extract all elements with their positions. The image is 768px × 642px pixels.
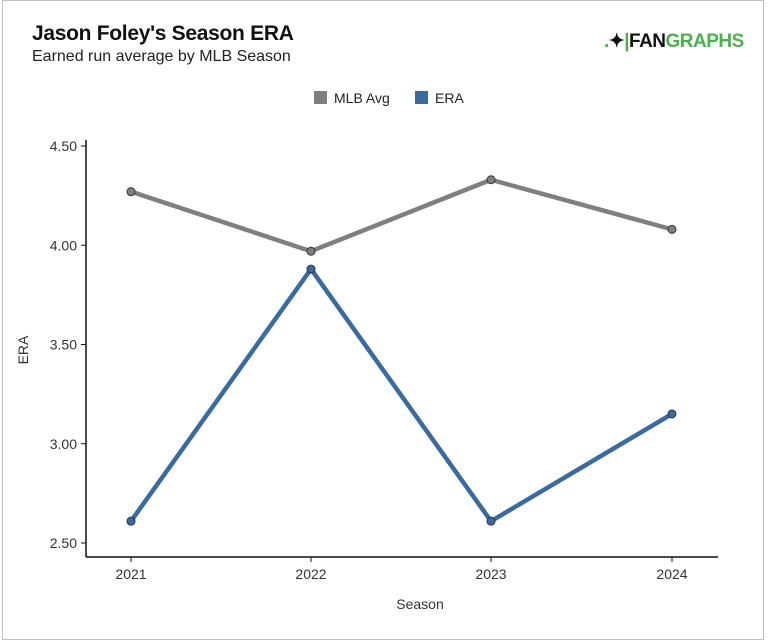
x-axis-label: Season <box>396 596 443 612</box>
era-point <box>667 409 677 419</box>
y-tick-label: 3.00 <box>50 436 77 452</box>
x-tick-label: 2024 <box>656 566 687 582</box>
x-tick-label: 2023 <box>475 566 506 582</box>
y-tick-label: 3.50 <box>50 337 77 353</box>
era-point <box>306 264 316 274</box>
fangraphs-logo: .✦|FANGRAPHS <box>604 31 745 52</box>
mlb-avg-legend-label: MLB Avg <box>334 90 390 106</box>
mlb-avg-point <box>486 175 496 185</box>
x-tick-label: 2021 <box>115 566 146 582</box>
mlb-avg-legend-swatch <box>314 91 327 104</box>
y-tick-label: 4.50 <box>50 138 77 154</box>
era-series-line <box>129 266 674 524</box>
era-point <box>486 516 496 526</box>
era-point <box>126 516 136 526</box>
chart-title: Jason Foley's Season ERA <box>32 22 294 45</box>
mlb-avg-point <box>667 224 677 234</box>
y-tick-label: 2.50 <box>50 535 77 551</box>
chart-subtitle: Earned run average by MLB Season <box>32 48 291 65</box>
logo-graphs: GRAPHS <box>665 31 745 52</box>
y-axis-label: ERA <box>15 335 31 364</box>
logo-batter-icon: ✦ <box>608 31 625 52</box>
mlb-avg-point <box>306 246 316 256</box>
mlb-avg-series-line <box>130 177 673 254</box>
x-tick-label: 2022 <box>295 566 326 582</box>
era-legend-swatch <box>415 91 428 104</box>
era-legend-label: ERA <box>435 90 464 106</box>
logo-icon: . <box>604 31 609 52</box>
logo-fan: FAN <box>629 31 666 52</box>
mlb-avg-point <box>126 187 136 197</box>
y-tick-label: 4.00 <box>50 237 77 253</box>
